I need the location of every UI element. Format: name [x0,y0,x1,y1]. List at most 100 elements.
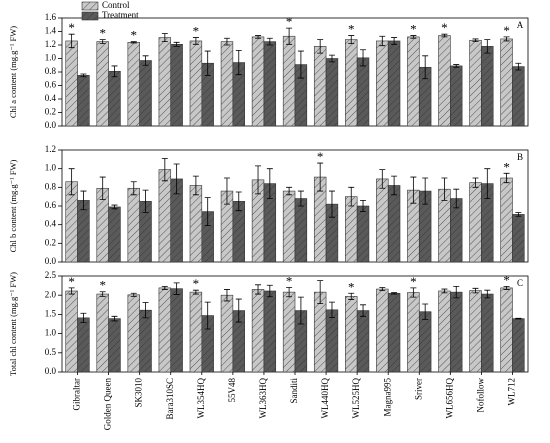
error-bar [422,303,429,320]
bar [512,318,525,373]
bar [469,182,482,263]
bar [96,293,109,373]
error-bar [360,304,367,317]
error-bar [328,301,335,318]
y-tick-label: 1.0 [45,328,57,338]
bar [65,290,78,373]
y-axis-label: Chl a content (mg.g⁻¹ FW) [8,26,18,118]
bar [325,58,339,127]
x-tick-label: WL712 [507,378,517,406]
y-tick-label: 1.4 [45,26,57,36]
y-tick-label: 0.6 [45,80,57,90]
x-tick-label: Sanditi [289,378,299,404]
error-bar [286,287,293,298]
legend-label: Treatment [102,10,139,20]
bar [158,287,172,373]
error-bar [297,50,304,79]
bar [345,296,358,373]
y-tick-label: 2.5 [45,270,57,280]
significance-mark: * [99,278,106,293]
error-bar [130,181,137,196]
error-bar [297,296,304,325]
error-bar [328,190,335,218]
error-bar [68,33,75,49]
error-bar [68,168,75,196]
y-tick-label: 1.0 [45,163,57,173]
bar [356,57,370,127]
bar [108,71,121,127]
error-bar [142,302,149,319]
bar [356,205,370,263]
bar [251,289,265,373]
bar [387,292,401,373]
significance-mark: * [193,24,200,39]
error-bar [255,35,262,39]
error-bar [503,36,510,42]
error-bar [422,55,429,80]
x-tick-label: SK3010 [134,378,144,408]
error-bar [348,35,355,45]
bar [500,38,513,127]
significance-mark: * [410,274,417,289]
error-bar [192,289,199,295]
bar [263,290,277,373]
y-tick-label: 0.2 [45,237,56,247]
y-tick-label: 0.4 [45,219,57,229]
bar [481,293,494,373]
bar [189,291,203,373]
x-tick-label: Magna995 [382,378,392,417]
bar [127,41,140,127]
y-tick-label: 0.0 [45,120,57,130]
error-bar [223,37,230,46]
x-tick-label: Sriver [413,378,423,400]
bar [220,41,234,127]
bar [512,66,525,127]
bar [500,287,513,373]
bar [127,294,140,373]
y-axis-label: Total chl content (mg.g⁻¹ FW) [8,272,18,376]
bar [108,206,121,263]
error-bar [410,287,417,298]
error-bar [422,177,429,205]
significance-mark: * [348,279,355,294]
error-bar [192,175,199,196]
error-bar [503,285,510,290]
y-tick-label: 1.0 [45,53,57,63]
error-bar [80,190,87,211]
x-tick-label: 55V48 [227,378,237,403]
error-bar [204,50,211,76]
error-bar [130,292,137,297]
bar [139,309,152,373]
bar [500,177,513,263]
legend-swatch [81,11,99,21]
error-bar [484,39,491,54]
error-bar [266,168,273,199]
bar [481,46,494,127]
significance-mark: * [99,26,106,41]
error-bar [235,50,242,76]
error-bar [266,284,273,298]
error-bar [472,177,479,188]
significance-mark: * [193,276,200,291]
error-bar [410,35,417,39]
bar [450,65,463,127]
error-bar [484,168,491,199]
error-bar [173,163,180,195]
error-bar [391,292,398,295]
error-bar [317,162,324,192]
error-bar [223,289,230,302]
error-bar [515,62,522,71]
x-tick-label: WL440HQ [320,378,330,419]
bar [282,291,296,373]
bar [77,317,90,373]
error-bar [266,37,273,46]
error-bar [472,287,479,294]
y-tick-label: 0.4 [45,93,57,103]
bar [407,292,420,373]
error-bar [111,204,118,210]
bar [263,41,277,127]
bar [158,169,172,263]
significance-mark: * [503,23,510,38]
bar [96,41,109,127]
